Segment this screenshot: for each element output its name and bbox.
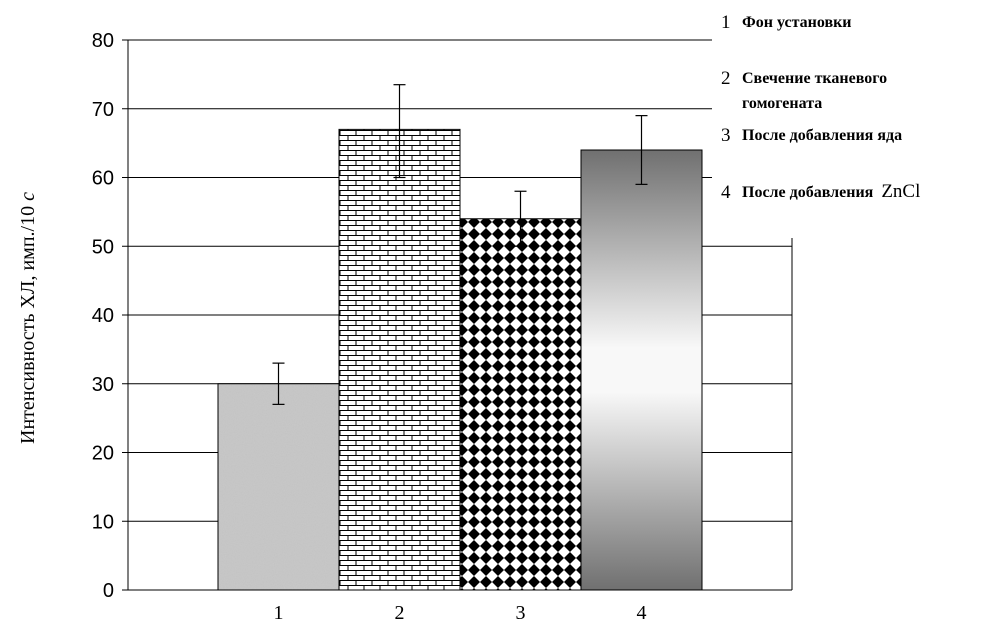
y-tick-label: 60 [92, 168, 114, 190]
legend-number-2: 2 [721, 68, 731, 89]
x-tick-label: 4 [637, 602, 647, 621]
bar-4 [580, 149, 703, 591]
legend-label-3: После добавления яда [742, 127, 902, 144]
legend-number-4: 4 [721, 182, 731, 203]
bar-2 [338, 128, 461, 591]
x-axis-ticks: 1 2 3 4 [274, 602, 647, 621]
y-tick-label: 0 [103, 580, 114, 602]
legend-label-2: гомогената [742, 95, 822, 112]
y-tick-label: 40 [92, 305, 114, 327]
legend-label-4: После добавления ZnCl [742, 181, 920, 202]
bars [217, 128, 703, 591]
legend-number-3: 3 [721, 125, 731, 146]
x-tick-label: 2 [395, 602, 405, 621]
x-tick-label: 3 [516, 602, 526, 621]
y-tick-label: 50 [92, 236, 114, 258]
y-axis-label: Интенсивность ХЛ, имп./10 с [17, 192, 39, 444]
bar-3 [459, 218, 582, 591]
y-tick-label: 10 [92, 511, 114, 533]
error-bars [272, 84, 648, 405]
legend-background [712, 0, 981, 238]
x-tick-label: 1 [274, 602, 284, 621]
legend-label-1: Фон установки [742, 14, 852, 31]
y-axis-ticks: 0 10 20 30 40 50 60 70 80 [92, 30, 114, 602]
legend-label-2: Свечение тканевого [742, 70, 887, 87]
bar-1-fill [218, 383, 339, 590]
y-tick-label: 30 [92, 374, 114, 396]
legend-number-1: 1 [721, 12, 731, 33]
legend-chem-label: ZnCl [881, 181, 920, 202]
y-tick-label: 70 [92, 99, 114, 121]
y-tick-label: 80 [92, 30, 114, 52]
y-tick-label: 20 [92, 443, 114, 465]
